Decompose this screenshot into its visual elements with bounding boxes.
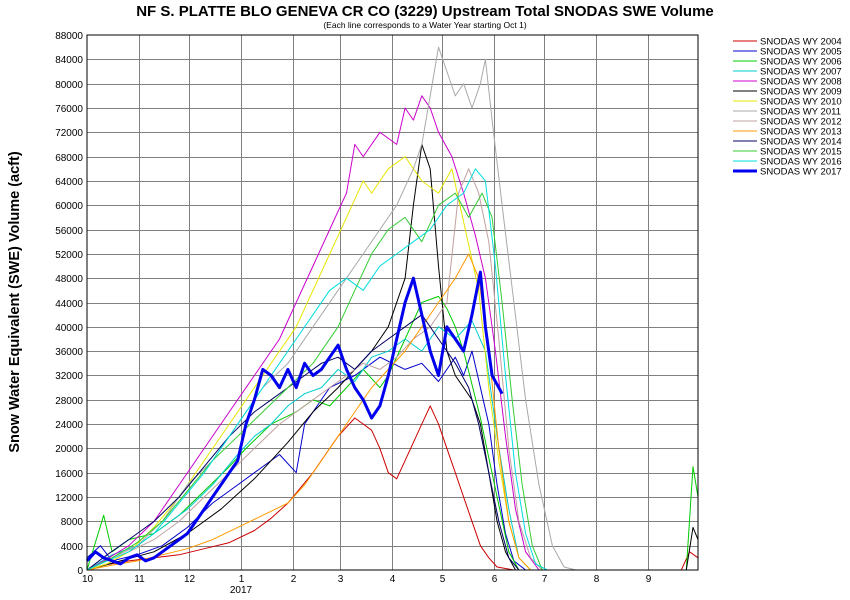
legend-entry: SNODAS WY 2015 (760, 147, 842, 158)
series-line-snodas-wy-2017 (85, 270, 504, 566)
y-tick-label: 40000 (55, 323, 83, 334)
series-layer (85, 46, 699, 571)
legend-entry: SNODAS WY 2005 (760, 47, 842, 58)
x-tick-label: 9 (646, 574, 652, 585)
y-tick-label: 68000 (55, 153, 83, 164)
y-tick-label: 36000 (55, 347, 83, 358)
y-tick-label: 76000 (55, 104, 83, 115)
x-tick-label: 8 (594, 574, 600, 585)
legend-entry: SNODAS WY 2017 (760, 167, 842, 178)
x-tick-label: 5 (440, 574, 446, 585)
y-tick-label: 16000 (55, 469, 83, 480)
legend-entry: SNODAS WY 2011 (760, 107, 841, 118)
x-tick-label: 1 (239, 574, 245, 585)
y-tick-label: 60000 (55, 201, 83, 212)
y-tick-label: 8000 (61, 517, 84, 528)
tick-layer: 0 4000 8000 12000 16000 20000 24000 28000 32000 3… (55, 31, 652, 596)
series-line-snodas-wy-2016 (86, 168, 698, 571)
legend-entry: SNODAS WY 2004 (760, 37, 842, 48)
y-tick-label: 52000 (55, 250, 83, 261)
series-line-snodas-wy-2013 (86, 253, 698, 571)
legend-entry: SNODAS WY 2008 (760, 77, 842, 88)
y-tick-label: 12000 (55, 493, 83, 504)
y-tick-label: 72000 (55, 128, 83, 139)
series-line-snodas-wy-2014 (86, 314, 698, 571)
x-tick-label: 11 (134, 574, 145, 585)
y-tick-label: 56000 (55, 226, 83, 237)
y-tick-label: 88000 (55, 31, 83, 42)
legend-entry: SNODAS WY 2012 (760, 117, 842, 128)
series-line-snodas-wy-2005 (86, 350, 698, 571)
legend-entry: SNODAS WY 2013 (760, 127, 842, 138)
series-line-snodas-wy-2010 (86, 156, 698, 571)
y-tick-label: 48000 (55, 274, 83, 285)
y-tick-label: 24000 (55, 420, 83, 431)
series-line-snodas-wy-2004 (86, 405, 699, 571)
y-axis-label: Snow Water Equivalent (SWE) Volume (acft… (7, 151, 23, 452)
x-year-label: 2017 (230, 585, 253, 596)
series-line-snodas-wy-2012 (86, 168, 698, 571)
grid-layer (87, 35, 698, 570)
y-tick-label: 44000 (55, 299, 83, 310)
y-tick-label: 28000 (55, 396, 83, 407)
y-tick-label: 64000 (55, 177, 83, 188)
x-tick-label: 10 (82, 574, 94, 585)
series-line-snodas-wy-2015 (86, 192, 698, 571)
series-line-snodas-wy-2007 (86, 320, 698, 571)
x-tick-label: 2 (291, 574, 297, 585)
legend-entry: SNODAS WY 2010 (760, 97, 842, 108)
x-tick-label: 12 (184, 574, 196, 585)
legend-entry: SNODAS WY 2009 (760, 87, 842, 98)
x-tick-label: 6 (492, 574, 498, 585)
legend-entry: SNODAS WY 2007 (760, 67, 842, 78)
legend-entry: SNODAS WY 2006 (760, 57, 842, 68)
plot-frame (86, 34, 699, 571)
x-tick-label: 4 (390, 574, 396, 585)
legend-entry: SNODAS WY 2016 (760, 157, 842, 168)
y-tick-label: 0 (77, 566, 83, 577)
chart-subtitle: (Each line corresponds to a Water Year s… (323, 20, 526, 30)
series-line-snodas-wy-2008 (86, 95, 698, 571)
x-tick-label: 3 (338, 574, 344, 585)
y-tick-label: 84000 (55, 55, 83, 66)
legend-entry: SNODAS WY 2014 (760, 137, 842, 148)
x-tick-label: 7 (542, 574, 548, 585)
y-tick-label: 20000 (55, 444, 83, 455)
y-tick-label: 4000 (61, 542, 84, 553)
y-tick-label: 32000 (55, 371, 83, 382)
chart-title: NF S. PLATTE BLO GENEVA CR CO (3229) Ups… (136, 3, 714, 20)
y-tick-label: 80000 (55, 80, 83, 91)
